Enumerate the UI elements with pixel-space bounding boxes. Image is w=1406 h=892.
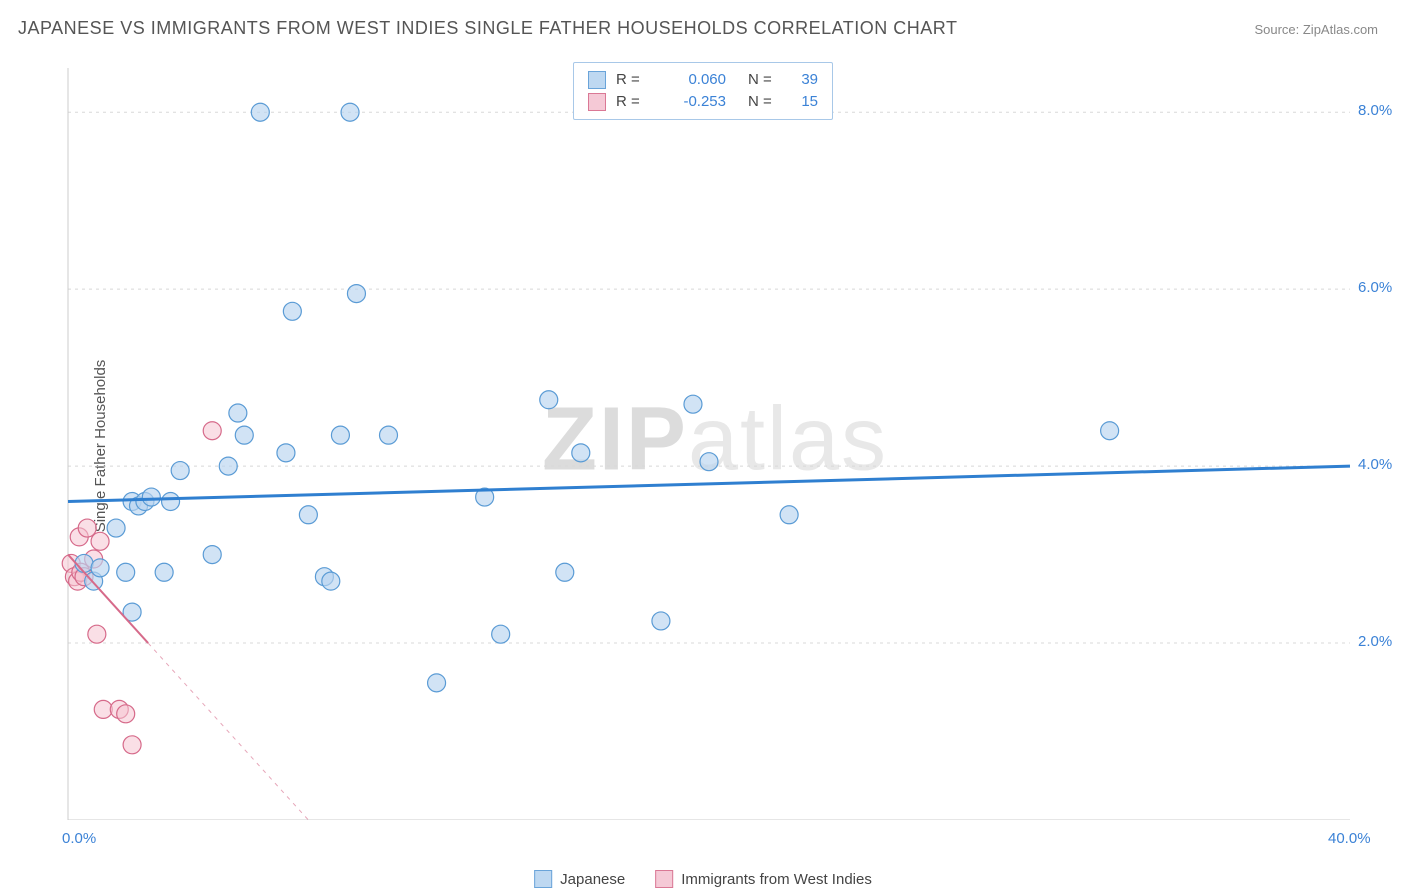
x-tick: 0.0% [62, 830, 96, 847]
chart-area: ZIPatlas [50, 60, 1380, 820]
legend-correlation: R = 0.060 N = 39 R = -0.253 N = 15 [573, 62, 833, 120]
chart-title: JAPANESE VS IMMIGRANTS FROM WEST INDIES … [18, 18, 957, 39]
y-tick: 8.0% [1358, 102, 1392, 119]
y-tick: 2.0% [1358, 633, 1392, 650]
n-label: N = [748, 69, 778, 91]
series-label-japanese: Japanese [560, 871, 625, 888]
legend-row-japanese: R = 0.060 N = 39 [588, 69, 818, 91]
n-value-japanese: 39 [788, 69, 818, 91]
swatch-japanese [588, 71, 606, 89]
swatch-west-indies [588, 93, 606, 111]
r-value-japanese: 0.060 [656, 69, 726, 91]
swatch-west-indies [655, 870, 673, 888]
source-attribution: Source: ZipAtlas.com [1254, 22, 1378, 37]
y-tick: 6.0% [1358, 279, 1392, 296]
legend-row-west-indies: R = -0.253 N = 15 [588, 91, 818, 113]
legend-series: Japanese Immigrants from West Indies [534, 870, 872, 888]
series-label-west-indies: Immigrants from West Indies [681, 871, 872, 888]
r-label: R = [616, 91, 646, 113]
x-tick: 40.0% [1328, 830, 1371, 847]
scatter-plot [50, 60, 1380, 820]
y-tick: 4.0% [1358, 456, 1392, 473]
swatch-japanese [534, 870, 552, 888]
r-value-west-indies: -0.253 [656, 91, 726, 113]
n-value-west-indies: 15 [788, 91, 818, 113]
legend-item-japanese: Japanese [534, 870, 625, 888]
legend-item-west-indies: Immigrants from West Indies [655, 870, 872, 888]
r-label: R = [616, 69, 646, 91]
n-label: N = [748, 91, 778, 113]
